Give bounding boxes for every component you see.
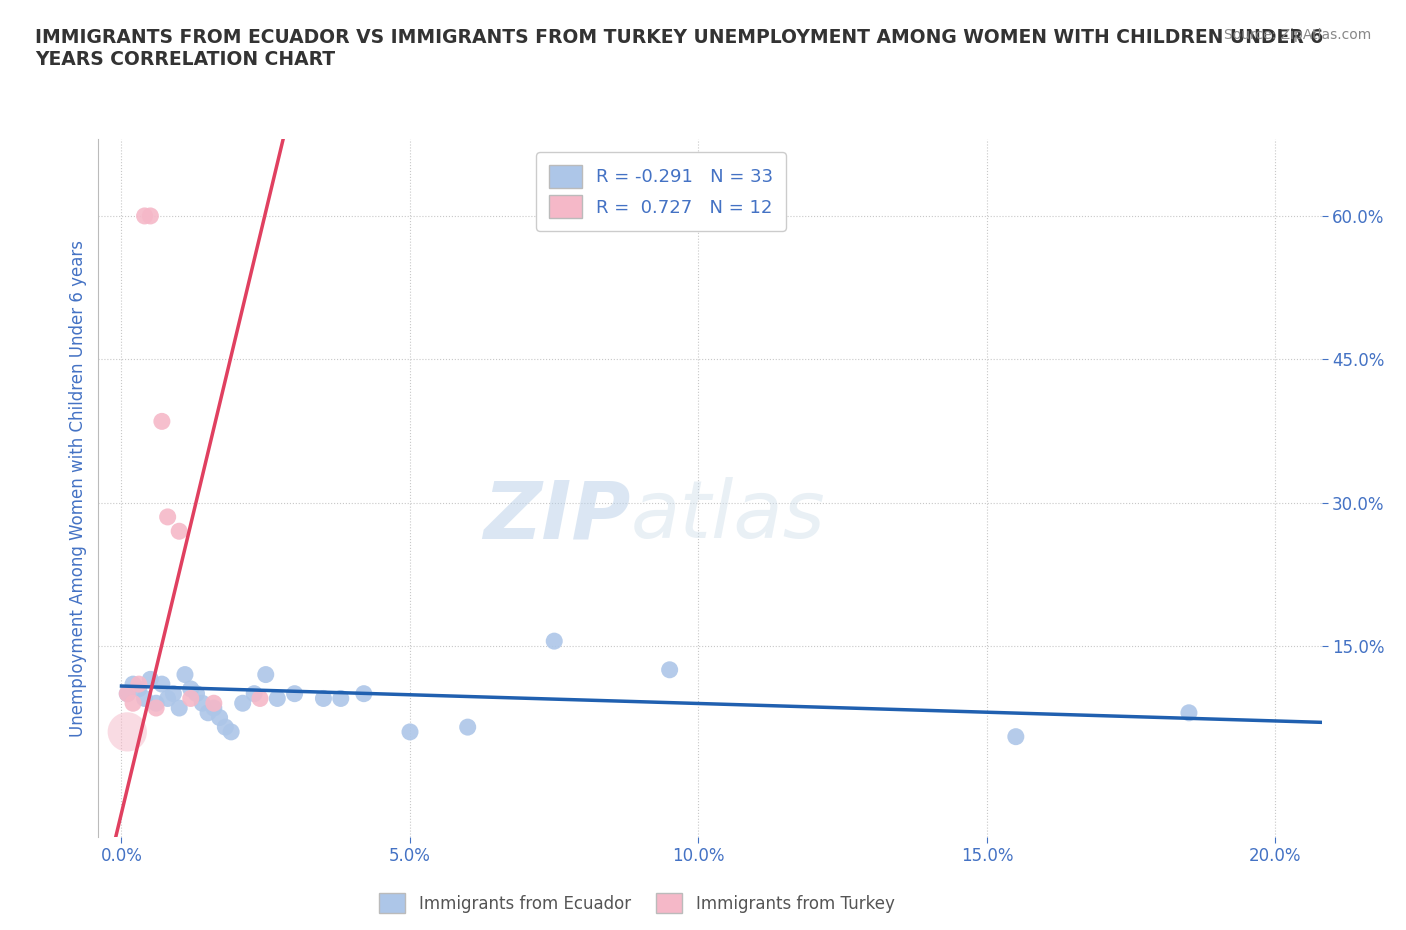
Point xyxy=(208,711,231,725)
Point xyxy=(249,691,271,706)
Y-axis label: Unemployment Among Women with Children Under 6 years: Unemployment Among Women with Children U… xyxy=(69,240,87,737)
Point xyxy=(162,686,184,701)
Text: Source: ZipAtlas.com: Source: ZipAtlas.com xyxy=(1223,28,1371,42)
Point xyxy=(312,691,335,706)
Point xyxy=(1178,705,1201,720)
Point xyxy=(117,686,139,701)
Legend: Immigrants from Ecuador, Immigrants from Turkey: Immigrants from Ecuador, Immigrants from… xyxy=(373,887,901,920)
Point xyxy=(150,414,173,429)
Point xyxy=(658,662,681,677)
Point xyxy=(174,667,197,682)
Point xyxy=(284,686,307,701)
Point xyxy=(219,724,242,739)
Point xyxy=(117,724,139,739)
Point xyxy=(122,677,145,692)
Point xyxy=(128,677,150,692)
Point xyxy=(134,691,156,706)
Point xyxy=(180,691,202,706)
Point xyxy=(232,696,254,711)
Point xyxy=(156,510,179,525)
Point xyxy=(139,671,162,686)
Point xyxy=(191,696,214,711)
Point xyxy=(150,677,173,692)
Point xyxy=(139,208,162,223)
Point xyxy=(145,700,167,715)
Point xyxy=(214,720,236,735)
Point xyxy=(167,700,190,715)
Point xyxy=(145,696,167,711)
Text: ZIP: ZIP xyxy=(484,477,630,555)
Point xyxy=(156,691,179,706)
Point xyxy=(202,700,225,715)
Point xyxy=(202,696,225,711)
Point xyxy=(243,686,266,701)
Point xyxy=(122,696,145,711)
Point xyxy=(167,524,190,538)
Point xyxy=(197,705,219,720)
Point xyxy=(180,682,202,697)
Point xyxy=(254,667,277,682)
Point xyxy=(353,686,375,701)
Point xyxy=(1004,729,1026,744)
Point xyxy=(329,691,352,706)
Point xyxy=(128,682,150,697)
Point xyxy=(134,208,156,223)
Text: atlas: atlas xyxy=(630,477,825,555)
Point xyxy=(186,686,208,701)
Text: IMMIGRANTS FROM ECUADOR VS IMMIGRANTS FROM TURKEY UNEMPLOYMENT AMONG WOMEN WITH : IMMIGRANTS FROM ECUADOR VS IMMIGRANTS FR… xyxy=(35,28,1323,69)
Point xyxy=(399,724,422,739)
Point xyxy=(543,633,565,648)
Point xyxy=(117,686,139,701)
Point xyxy=(266,691,288,706)
Point xyxy=(457,720,479,735)
